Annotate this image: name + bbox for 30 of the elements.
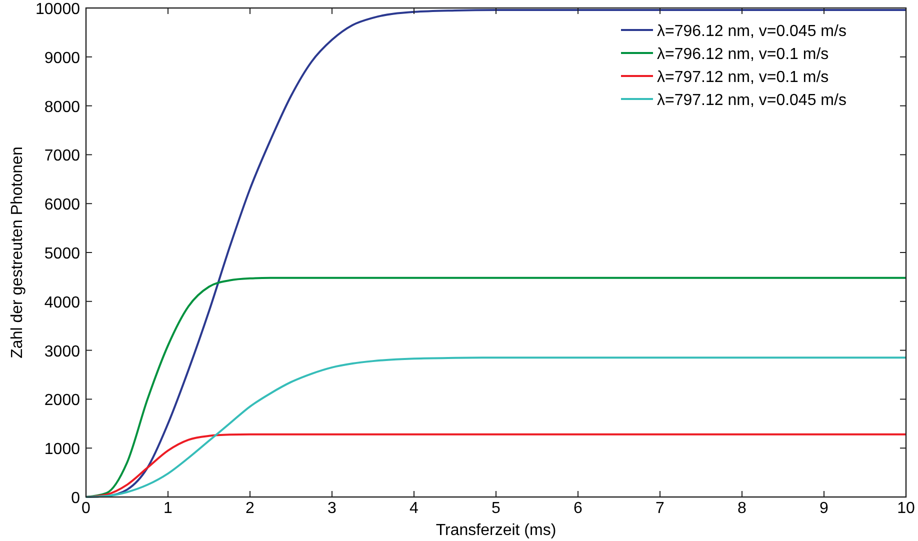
x-tick-label: 4 [410, 500, 419, 517]
x-tick-label: 3 [328, 500, 337, 517]
legend-label: λ=796.12 nm, v=0.045 m/s [657, 23, 846, 40]
y-tick-label: 3000 [44, 343, 80, 360]
x-tick-label: 7 [656, 500, 665, 517]
y-tick-label: 4000 [44, 294, 80, 312]
x-axis-title: Transferzeit (ms) [436, 522, 556, 539]
line-series [85, 276, 907, 498]
y-tick-label: 6000 [44, 196, 80, 214]
legend-label: λ=797.12 nm, v=0.1 m/s [657, 69, 829, 86]
x-tick-label: 0 [82, 500, 91, 517]
y-tick-label: 7000 [44, 148, 80, 165]
x-tick-label: 1 [164, 500, 173, 517]
y-tick-label: 10000 [36, 1, 80, 18]
line-series [85, 356, 907, 498]
line-series [85, 8, 907, 498]
y-axis-title: Zahl der gestreuten Photonen [9, 146, 26, 358]
x-tick-label: 8 [738, 500, 747, 517]
y-tick-label: 2000 [44, 392, 80, 410]
y-tick-label: 1000 [44, 441, 80, 458]
x-tick-label: 10 [897, 500, 915, 517]
y-tick-label: 9000 [44, 50, 80, 67]
y-tick-label: 8000 [44, 98, 80, 116]
legend-label: λ=796.12 nm, v=0.1 m/s [657, 46, 829, 63]
legend-label: λ=797.12 nm, v=0.045 m/s [657, 92, 846, 109]
x-tick-label: 6 [574, 500, 583, 517]
y-tick-label: 5000 [44, 246, 80, 262]
x-tick-label: 2 [246, 500, 255, 517]
x-tick-label: 5 [492, 500, 501, 517]
x-tick-label: 9 [820, 500, 829, 517]
